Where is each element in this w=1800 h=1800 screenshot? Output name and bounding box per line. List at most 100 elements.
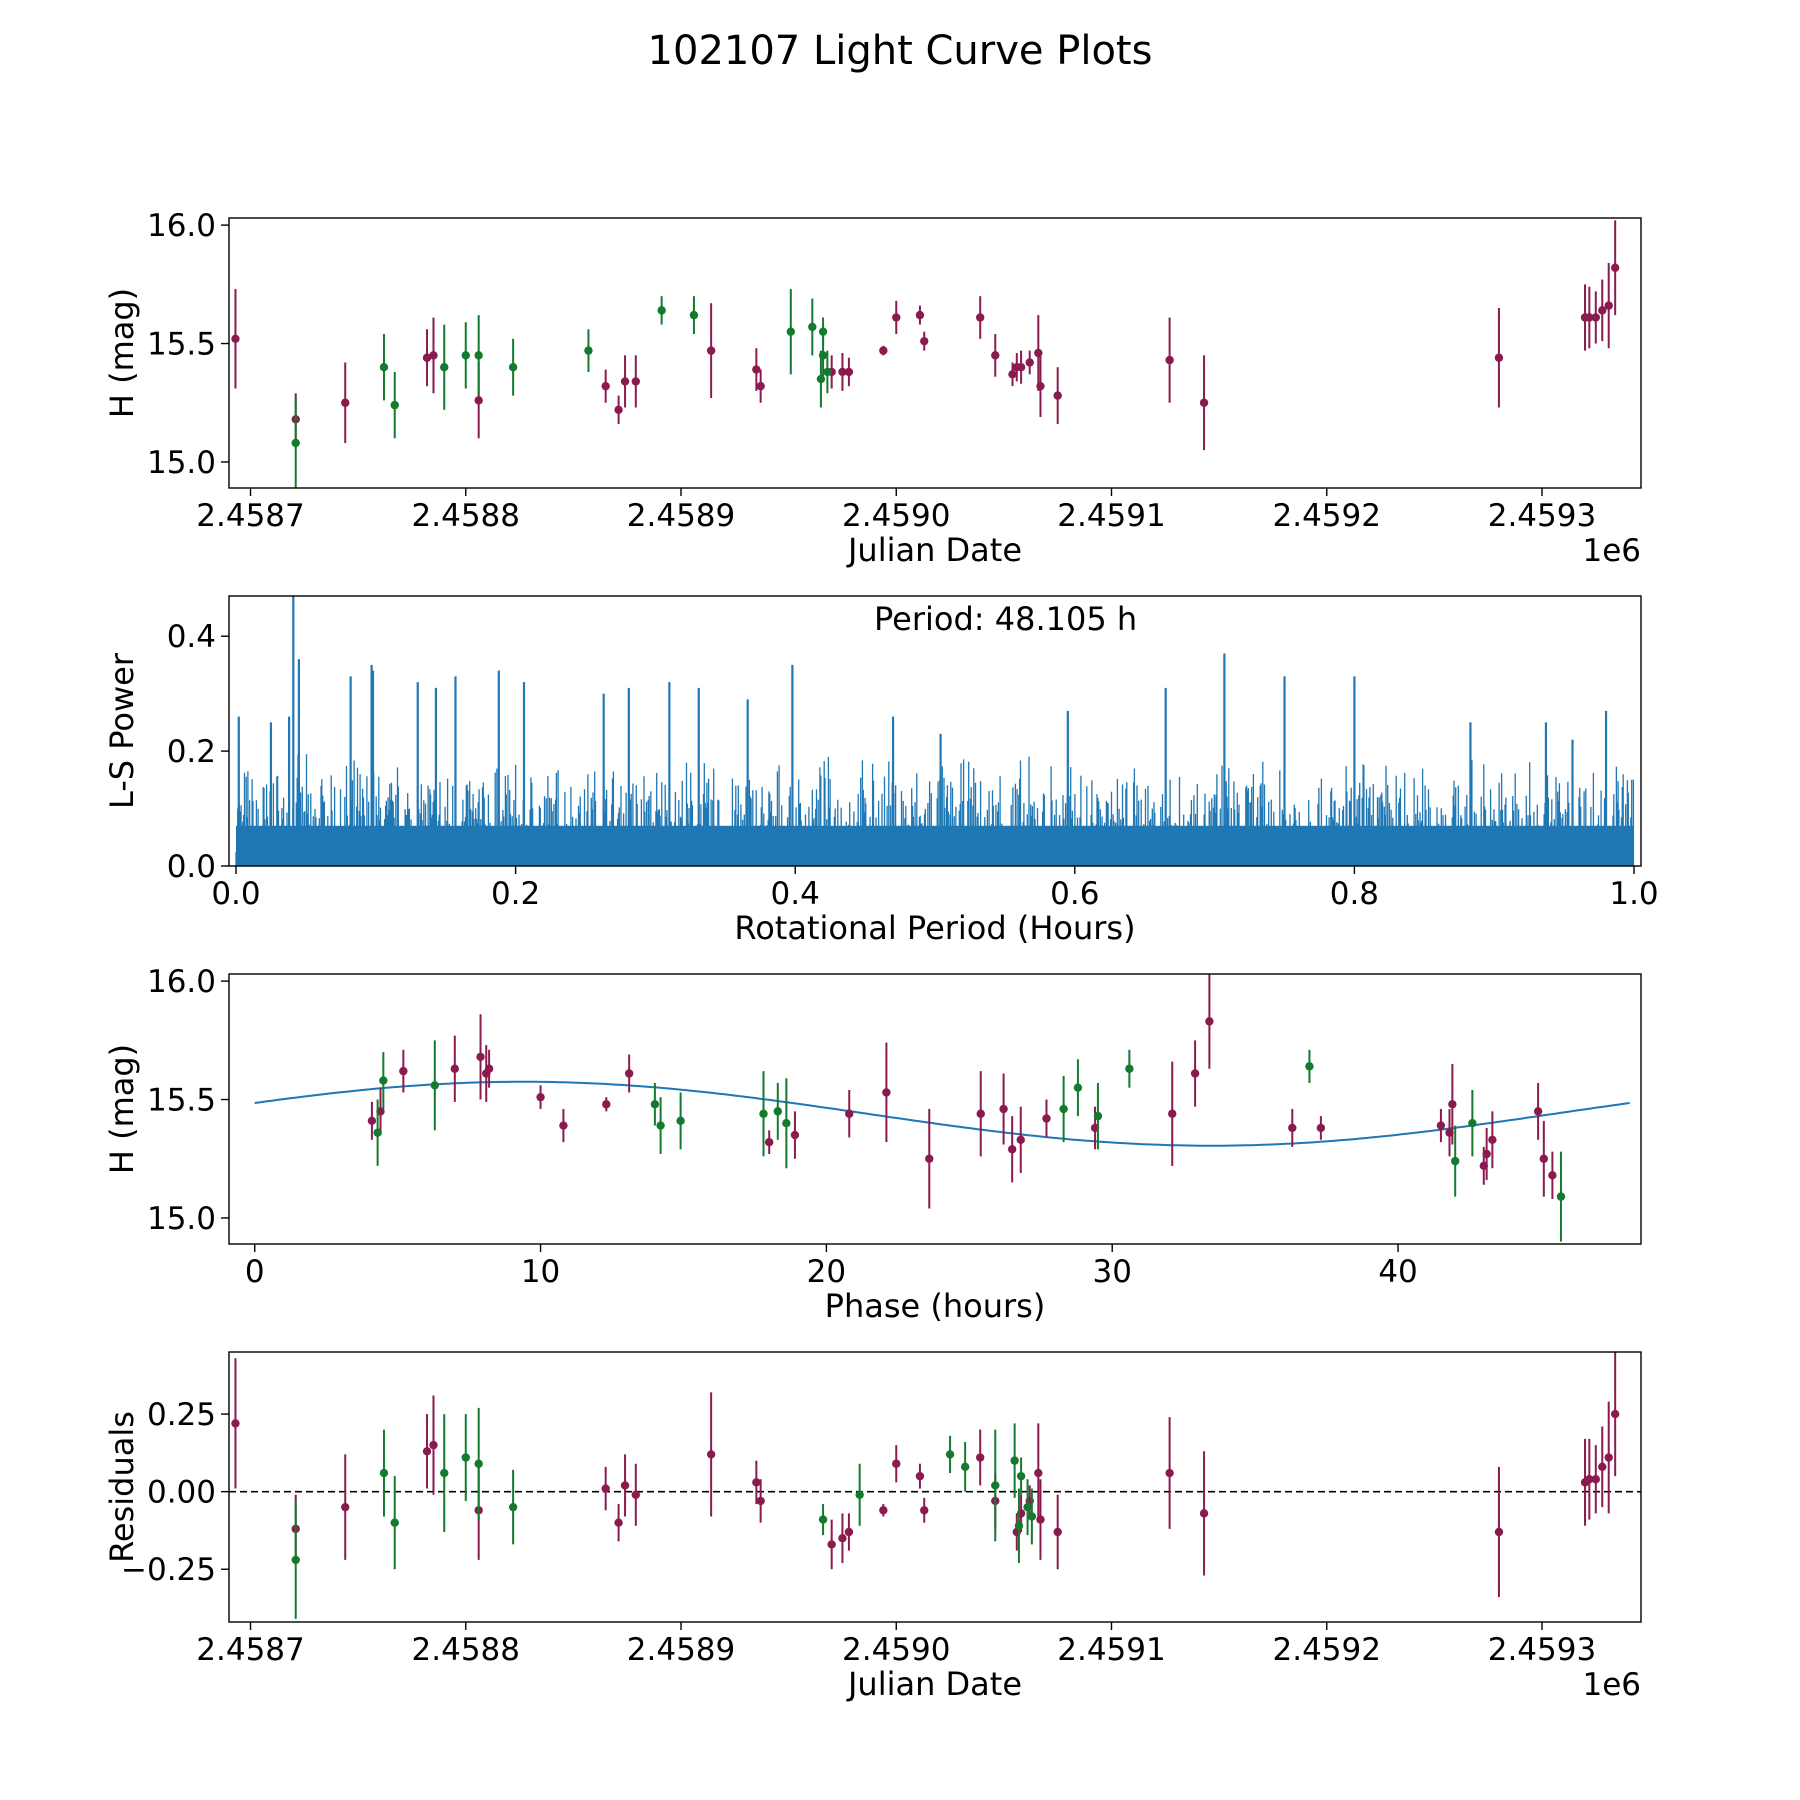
x-tick-label: 0	[245, 1254, 265, 1290]
data-point	[1591, 313, 1600, 322]
data-point	[782, 1119, 791, 1128]
data-point	[656, 1121, 665, 1130]
data-point	[559, 1121, 568, 1130]
x-tick-label: 0.8	[1330, 876, 1379, 912]
data-point	[844, 1527, 854, 1537]
data-point	[1585, 313, 1594, 322]
data-point	[1034, 348, 1043, 358]
data-point	[379, 1468, 389, 1478]
y-tick-label: 16.0	[147, 964, 216, 1000]
data-point	[624, 1069, 634, 1078]
data-point	[399, 1066, 408, 1076]
data-point	[773, 1107, 782, 1116]
phased-light-curve-panel: 0 10 20 30 40 15.0 15.5 16.0 Phase (hours) H (mag…	[103, 964, 1642, 1325]
data-point	[1008, 370, 1017, 379]
data-point	[1190, 1069, 1200, 1078]
data-point	[231, 1419, 240, 1428]
data-point	[1539, 1154, 1549, 1163]
data-point	[915, 1471, 925, 1481]
data-point	[429, 351, 438, 360]
x-tick-label: 2.4589	[627, 498, 735, 534]
data-point	[508, 363, 518, 372]
x-offset-label: 1e6	[1582, 1667, 1641, 1703]
data-point	[976, 1109, 985, 1118]
data-point	[1604, 1453, 1613, 1462]
data-point	[614, 1518, 623, 1527]
data-point	[1488, 1135, 1497, 1144]
y-tick-label: −0.25	[121, 1552, 216, 1588]
y-tick-label: 0.00	[147, 1475, 216, 1511]
data-point	[689, 310, 699, 320]
data-point	[450, 1064, 460, 1073]
data-point	[474, 351, 483, 360]
data-point	[976, 313, 985, 322]
y-tick-label: 15.5	[147, 327, 216, 363]
data-point	[1034, 1468, 1043, 1478]
data-point	[461, 1453, 470, 1462]
data-point	[440, 1468, 449, 1478]
data-point	[1585, 1475, 1594, 1484]
data-point	[1073, 1083, 1083, 1092]
data-point	[430, 1081, 439, 1090]
data-point	[1199, 1509, 1209, 1518]
data-point	[508, 1502, 518, 1512]
x-tick-label: 2.4591	[1057, 1632, 1165, 1668]
plot-area	[231, 220, 1620, 488]
x-tick-label: 2.4590	[842, 1632, 950, 1668]
data-point	[1053, 1527, 1062, 1537]
x-tick-label: 0.0	[211, 876, 260, 912]
x-tick-label: 1.0	[1609, 876, 1658, 912]
data-point	[1316, 1123, 1326, 1133]
data-point	[1023, 1502, 1032, 1512]
data-point	[1007, 1145, 1017, 1154]
data-point	[631, 377, 641, 386]
x-axis-label: Phase (hours)	[825, 1287, 1046, 1325]
x-tick-label: 2.4588	[412, 498, 520, 534]
data-point	[474, 396, 483, 405]
data-point	[756, 381, 765, 391]
page-title: 102107 Light Curve Plots	[647, 28, 1153, 74]
data-point	[536, 1092, 545, 1102]
x-tick-label: 2.4587	[196, 1632, 304, 1668]
y-axis-label: H (mag)	[103, 1044, 141, 1174]
data-point	[291, 1555, 300, 1565]
data-point	[1288, 1123, 1297, 1133]
data-point	[1591, 1475, 1600, 1484]
data-point	[1059, 1104, 1068, 1114]
y-axis-label: Residuals	[103, 1411, 141, 1563]
data-point	[429, 1440, 438, 1450]
data-point	[991, 351, 1000, 360]
plot-area	[235, 596, 1635, 866]
x-axis-label: Julian Date	[846, 1665, 1022, 1703]
axes-frame	[228, 217, 1642, 489]
x-tick-label: 2.4592	[1273, 1632, 1381, 1668]
x-tick-label: 30	[1092, 1254, 1131, 1290]
data-point	[925, 1154, 934, 1163]
data-point	[945, 1450, 955, 1459]
data-point	[620, 1481, 630, 1490]
data-point	[631, 1490, 641, 1499]
data-point	[614, 405, 623, 415]
x-tick-label: 2.4593	[1488, 498, 1596, 534]
data-point	[1016, 363, 1026, 372]
data-point	[367, 1116, 377, 1126]
data-point	[1610, 1409, 1620, 1419]
data-point	[1548, 1171, 1557, 1180]
x-tick-label: 20	[807, 1254, 846, 1290]
y-tick-label: 0.4	[167, 619, 216, 655]
data-point	[756, 1496, 765, 1506]
x-tick-label: 2.4587	[196, 498, 304, 534]
data-point	[1199, 398, 1209, 407]
data-point	[844, 367, 854, 377]
y-tick-label: 15.0	[147, 445, 216, 481]
data-point	[823, 367, 832, 377]
data-point	[838, 1534, 847, 1543]
data-point	[1165, 355, 1174, 365]
data-point	[892, 313, 901, 322]
data-point	[920, 336, 929, 346]
data-point	[1305, 1062, 1314, 1071]
data-point	[1556, 1192, 1566, 1201]
data-point	[920, 1506, 929, 1515]
data-point	[1016, 1135, 1025, 1144]
data-point	[461, 351, 470, 360]
